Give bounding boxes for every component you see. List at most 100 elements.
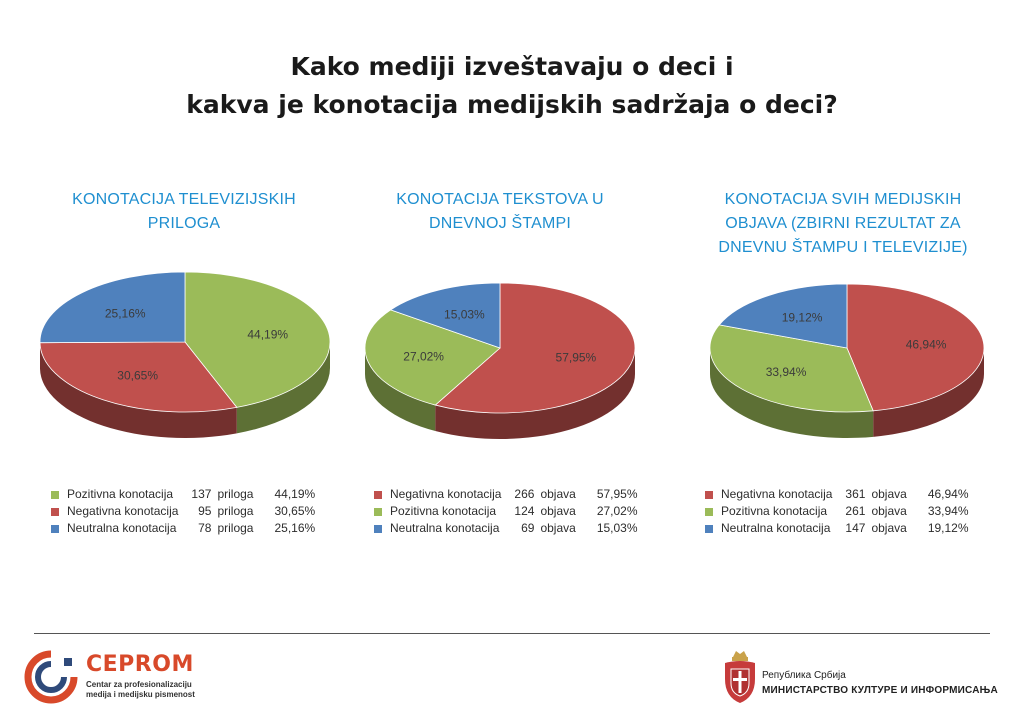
legend-swatch <box>374 524 382 533</box>
legend-unit: priloga <box>217 521 254 535</box>
chart-3-title-line-1: KONOTACIJA SVIH MEDIJSKIH <box>724 191 962 208</box>
legend-row: Neutralna konotacija 78 priloga 25,16% <box>42 520 318 537</box>
legend-swatch <box>374 490 382 499</box>
legend-unit: objava <box>540 504 576 518</box>
legend-count: 69 <box>521 521 535 535</box>
chart-3-pie: 46,94% 33,94% 19,12% <box>709 283 985 438</box>
pie-slice <box>364 309 501 406</box>
ceprom-subtitle-line-2: medija i medijsku pismenost <box>86 690 195 699</box>
footer-divider <box>34 633 990 634</box>
legend-count: 266 <box>514 487 535 501</box>
legend-percent: 27,02% <box>596 504 638 518</box>
legend-unit: objava <box>871 487 907 501</box>
pie-slice <box>846 283 985 412</box>
legend-row: Pozitivna konotacija 124 objava 27,02% <box>365 503 641 520</box>
pie-slice-label: 33,94% <box>766 365 807 379</box>
pie-slice <box>39 271 186 344</box>
coat-of-arms-icon <box>725 651 755 703</box>
legend-count: 137 <box>191 487 212 501</box>
chart-1-pie: 44,19% 30,65% 25,16% <box>39 271 331 438</box>
chart-3-legend: Negativna konotacija 361 objava 46,94% P… <box>696 486 972 537</box>
chart-2-legend: Negativna konotacija 266 objava 57,95% P… <box>365 486 641 537</box>
legend-label: Negativna konotacija <box>67 504 179 518</box>
pie-slice <box>389 282 501 349</box>
chart-2-title: KONOTACIJA TEKSTOVA U DNEVNOJ ŠTAMPI <box>350 188 650 236</box>
legend-row: Pozitivna konotacija 137 priloga 44,19% <box>42 486 318 503</box>
pie-slice-label: 57,95% <box>556 350 597 364</box>
legend-count: 124 <box>514 504 535 518</box>
legend-swatch <box>705 507 713 516</box>
legend-row: Pozitivna konotacija 261 objava 33,94% <box>696 503 972 520</box>
chart-1-legend: Pozitivna konotacija 137 priloga 44,19% … <box>42 486 318 537</box>
pie-slice-side <box>236 342 330 434</box>
legend-unit: priloga <box>217 504 254 518</box>
chart-2-title-line-2: DNEVNOJ ŠTAMPI <box>428 215 572 232</box>
pie-slice-label: 30,65% <box>117 369 158 383</box>
legend-swatch <box>705 524 713 533</box>
legend-count: 78 <box>198 521 212 535</box>
pie-slice <box>709 324 874 413</box>
pie-slice <box>718 283 848 349</box>
pie-slice-label: 44,19% <box>247 328 288 342</box>
chart-3-title-line-3: DNEVNU ŠTAMPU I TELEVIZIJE) <box>718 239 968 256</box>
legend-label: Neutralna konotacija <box>390 521 500 535</box>
legend-unit: objava <box>871 504 907 518</box>
pie-slice <box>434 282 636 414</box>
chart-1-title-line-2: PRILOGA <box>147 215 221 232</box>
pie-slice-label: 46,94% <box>906 337 947 351</box>
legend-row: Negativna konotacija 361 objava 46,94% <box>696 486 972 503</box>
legend-percent: 46,94% <box>927 487 969 501</box>
pie-slice <box>184 271 331 408</box>
ministry-country: Република Србија <box>762 670 846 681</box>
pie-slice-side <box>873 348 984 437</box>
page-title-line-1: Kako mediji izveštavaju o deci i <box>290 52 734 81</box>
legend-count: 95 <box>198 504 212 518</box>
legend-row: Neutralna konotacija 69 objava 15,03% <box>365 520 641 537</box>
legend-unit: objava <box>540 521 576 535</box>
legend-label: Pozitivna konotacija <box>67 487 174 501</box>
pie-slice-label: 19,12% <box>782 310 823 324</box>
legend-row: Neutralna konotacija 147 objava 19,12% <box>696 520 972 537</box>
chart-3-title-line-2: OBJAVA (ZBIRNI REZULTAT ZA <box>725 215 961 232</box>
chart-1-title: KONOTACIJA TELEVIZIJSKIH PRILOGA <box>34 188 334 236</box>
page-title: Kako mediji izveštavaju o deci i kakva j… <box>0 48 1024 124</box>
legend-swatch <box>374 507 382 516</box>
ceprom-subtitle-line-1: Centar za profesionalizaciju <box>86 680 192 689</box>
legend-row: Negativna konotacija 266 objava 57,95% <box>365 486 641 503</box>
legend-count: 361 <box>845 487 866 501</box>
pie-slice-side <box>710 348 874 438</box>
legend-swatch <box>705 490 713 499</box>
legend-unit: objava <box>540 487 576 501</box>
legend-swatch <box>51 507 59 516</box>
page-title-line-2: kakva je konotacija medijskih sadržaja o… <box>186 90 838 119</box>
legend-unit: objava <box>871 521 907 535</box>
legend-count: 261 <box>845 504 866 518</box>
legend-percent: 57,95% <box>596 487 638 501</box>
chart-1-title-line-1: KONOTACIJA TELEVIZIJSKIH <box>72 191 296 208</box>
legend-label: Negativna konotacija <box>390 487 502 501</box>
pie-slice-side <box>435 348 635 439</box>
legend-label: Pozitivna konotacija <box>390 504 497 518</box>
legend-label: Neutralna konotacija <box>721 521 831 535</box>
pie-slice-label: 27,02% <box>403 349 444 363</box>
legend-percent: 44,19% <box>274 487 316 501</box>
legend-label: Neutralna konotacija <box>67 521 177 535</box>
legend-percent: 33,94% <box>927 504 969 518</box>
pie-slice-side <box>40 342 237 438</box>
ceprom-logo-icon <box>24 650 78 704</box>
ceprom-name: CEPROM <box>86 652 194 677</box>
pie-slice-label: 25,16% <box>105 306 146 320</box>
legend-label: Pozitivna konotacija <box>721 504 828 518</box>
legend-swatch <box>51 490 59 499</box>
pie-slice-label: 15,03% <box>444 307 485 321</box>
legend-row: Negativna konotacija 95 priloga 30,65% <box>42 503 318 520</box>
legend-percent: 30,65% <box>274 504 316 518</box>
ceprom-subtitle: Centar za profesionalizaciju medija i me… <box>86 680 195 700</box>
legend-percent: 15,03% <box>596 521 638 535</box>
pie-slice <box>39 341 238 413</box>
legend-label: Negativna konotacija <box>721 487 833 501</box>
chart-2-pie: 57,95% 27,02% 15,03% <box>364 282 636 439</box>
legend-percent: 25,16% <box>274 521 316 535</box>
legend-count: 147 <box>845 521 866 535</box>
pie-slice-side <box>365 348 436 432</box>
